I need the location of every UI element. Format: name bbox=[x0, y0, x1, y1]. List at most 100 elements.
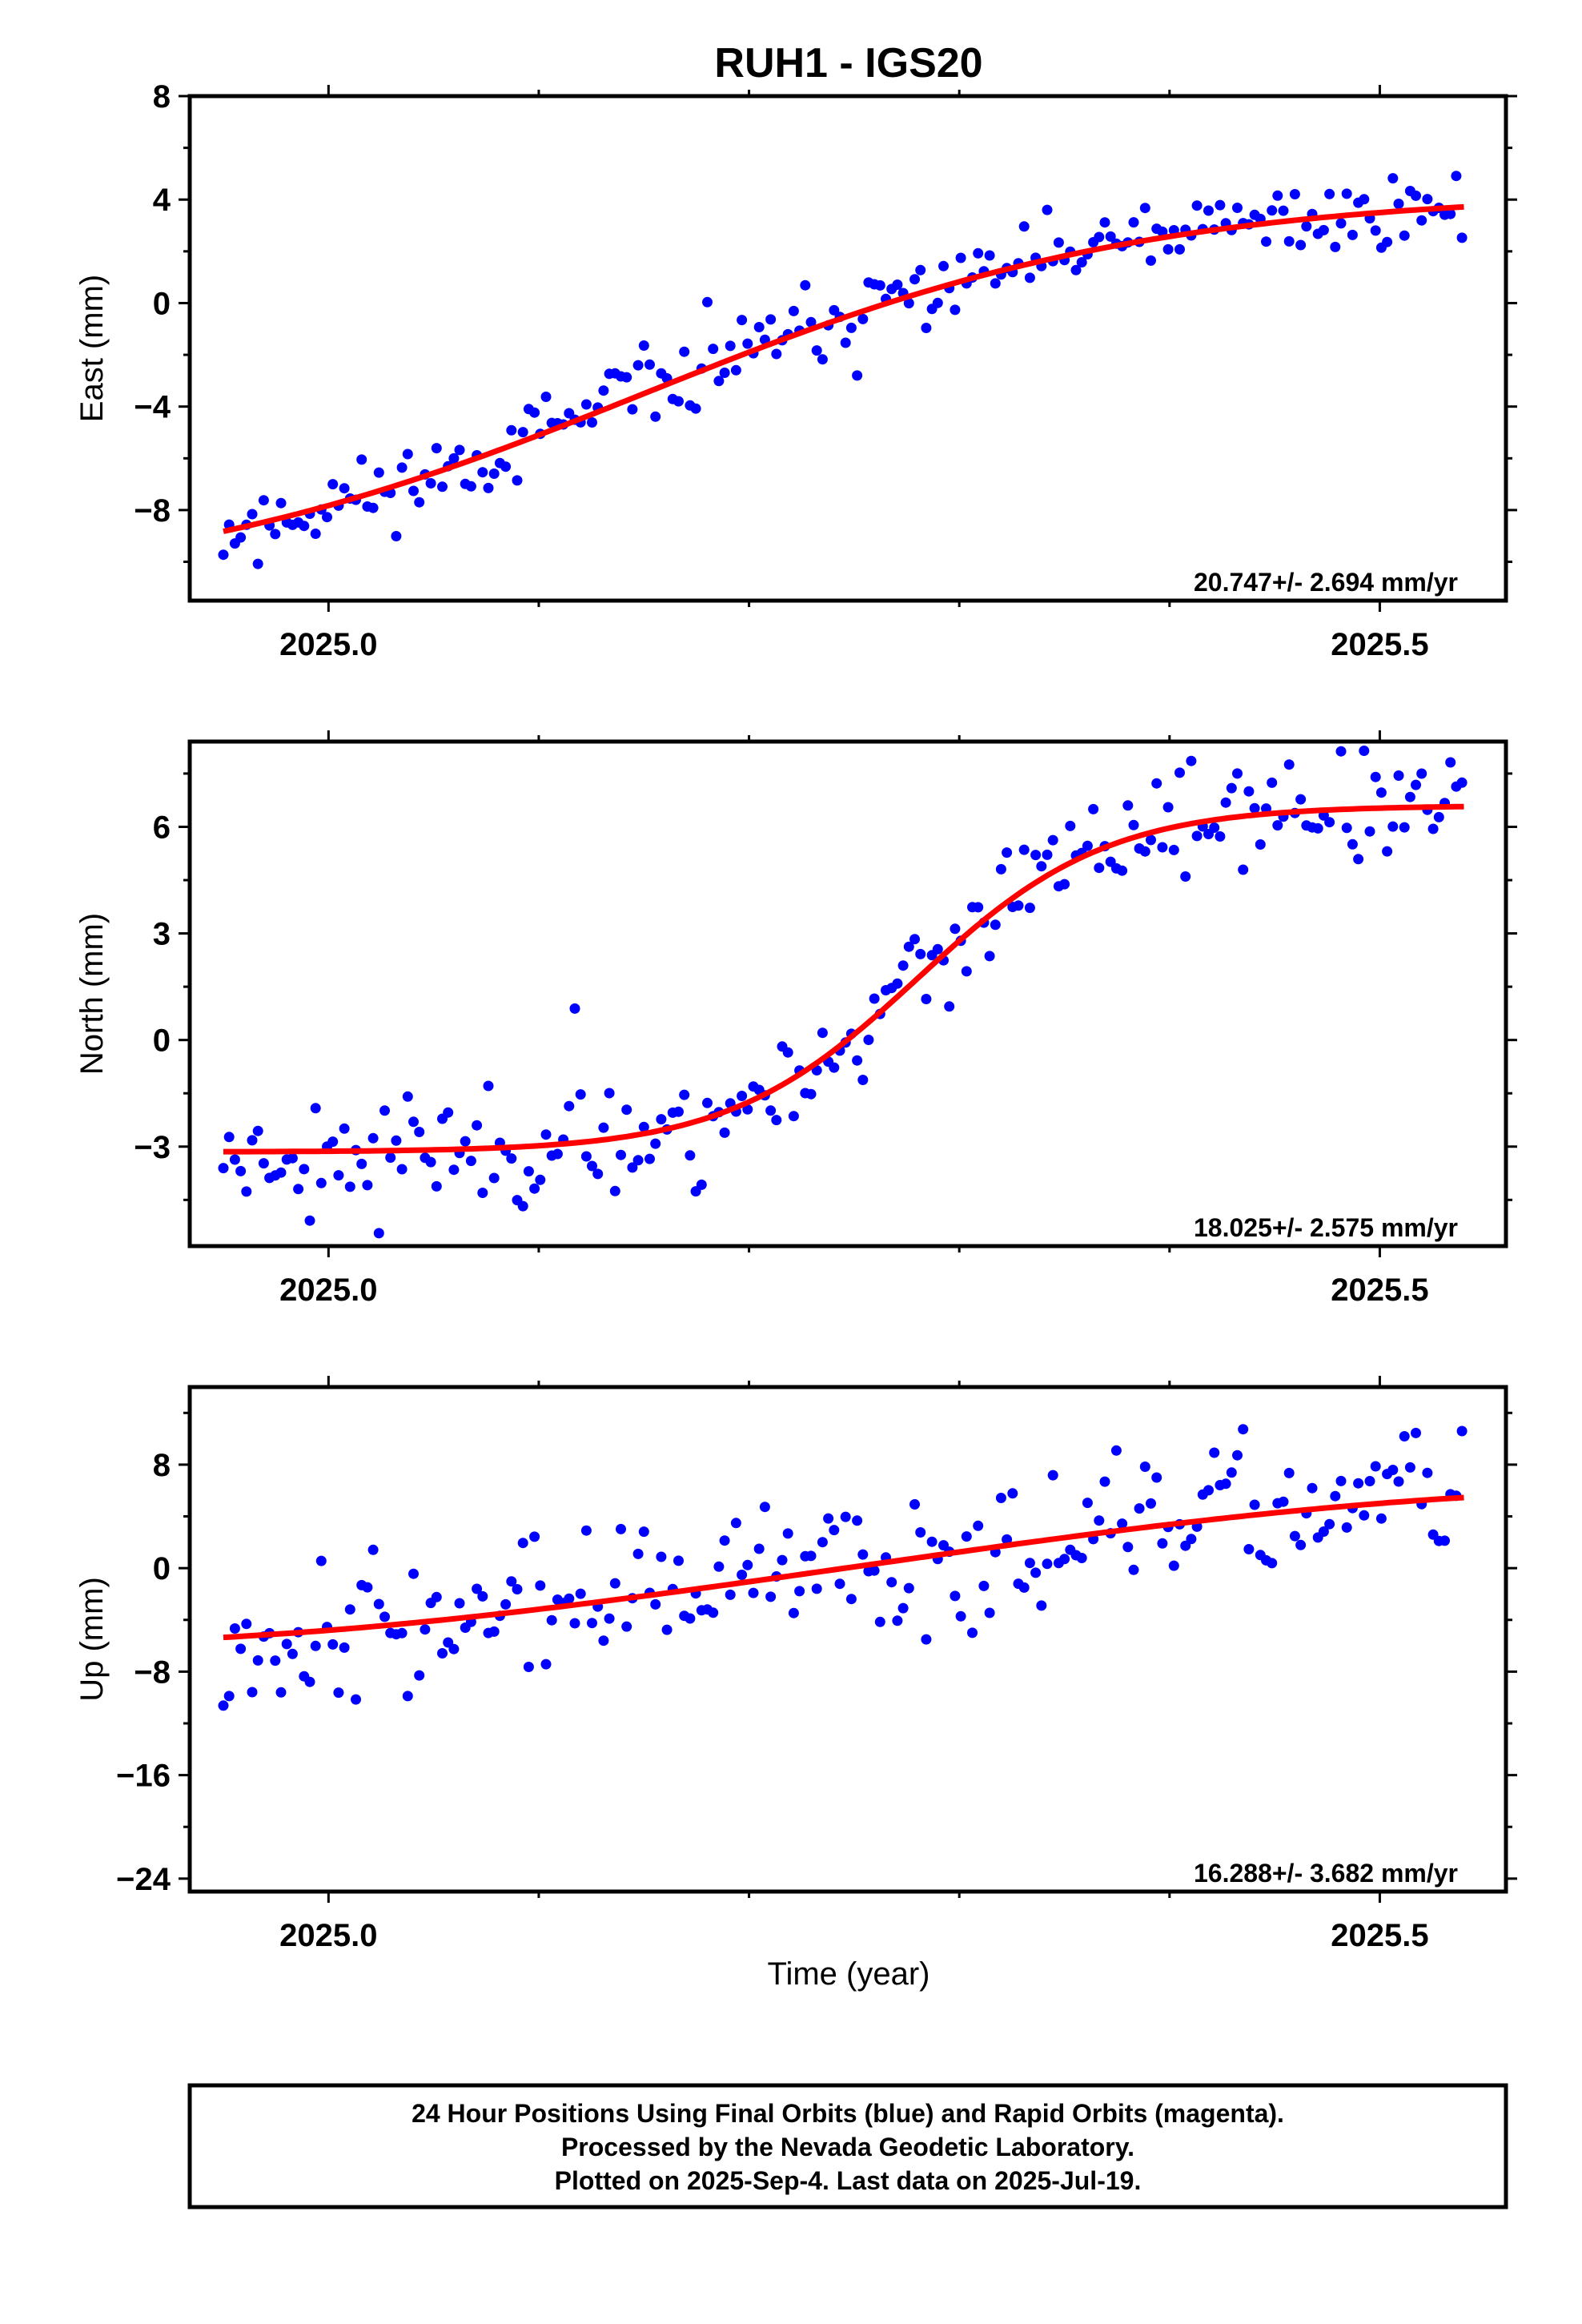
data-point bbox=[909, 274, 920, 285]
data-point bbox=[1139, 846, 1150, 857]
data-point bbox=[1128, 819, 1139, 830]
data-point bbox=[1180, 871, 1191, 882]
data-point bbox=[1439, 1535, 1450, 1546]
y-tick-label: 6 bbox=[153, 810, 171, 845]
data-point bbox=[529, 1183, 540, 1194]
data-point bbox=[604, 1613, 615, 1624]
data-point bbox=[1278, 1496, 1289, 1507]
data-point bbox=[1151, 778, 1162, 789]
data-point bbox=[811, 1583, 822, 1594]
data-point bbox=[1335, 218, 1347, 229]
data-point bbox=[1347, 229, 1358, 240]
data-point bbox=[978, 1580, 990, 1591]
data-point bbox=[310, 529, 321, 539]
data-point bbox=[506, 424, 517, 436]
data-point bbox=[961, 966, 972, 977]
data-point bbox=[575, 1089, 586, 1100]
data-point bbox=[367, 502, 379, 513]
data-point bbox=[362, 1180, 373, 1191]
data-point bbox=[287, 1648, 298, 1659]
x-tick-label: 2025.5 bbox=[1331, 1273, 1428, 1308]
data-point bbox=[817, 1537, 828, 1548]
footer-line-3: Plotted on 2025-Sep-4. Last data on 2025… bbox=[555, 2166, 1142, 2195]
data-point bbox=[1209, 822, 1220, 833]
data-point bbox=[921, 1634, 932, 1645]
data-point bbox=[713, 376, 725, 387]
data-point bbox=[569, 1003, 580, 1014]
data-point bbox=[984, 1607, 995, 1618]
data-point bbox=[344, 1604, 355, 1615]
data-point bbox=[1099, 1476, 1110, 1487]
data-point bbox=[903, 941, 914, 952]
data-point bbox=[1030, 1567, 1042, 1578]
data-point bbox=[1272, 190, 1283, 201]
data-point bbox=[437, 481, 448, 493]
data-point bbox=[252, 1655, 263, 1666]
data-point bbox=[535, 1174, 546, 1185]
data-point bbox=[448, 1164, 460, 1176]
data-point bbox=[719, 368, 730, 378]
data-point bbox=[529, 407, 540, 418]
data-point bbox=[1370, 1461, 1381, 1472]
data-point bbox=[852, 1055, 863, 1066]
data-point bbox=[1335, 1475, 1347, 1486]
y-axis-title-east: East (mm) bbox=[74, 275, 110, 422]
data-point bbox=[546, 1614, 557, 1626]
data-point bbox=[1243, 786, 1255, 797]
data-point bbox=[869, 1565, 880, 1576]
data-points-north bbox=[218, 746, 1468, 1239]
data-point bbox=[679, 346, 690, 357]
data-point bbox=[1393, 1476, 1404, 1487]
x-tick-label: 2025.5 bbox=[1331, 627, 1428, 662]
data-point bbox=[1393, 199, 1404, 209]
data-point bbox=[540, 1129, 552, 1140]
data-point bbox=[327, 1136, 339, 1148]
data-point bbox=[661, 1624, 673, 1635]
data-point bbox=[402, 1691, 413, 1702]
data-point bbox=[1353, 854, 1364, 865]
data-point bbox=[990, 278, 1001, 289]
data-point bbox=[719, 1535, 730, 1546]
data-point bbox=[944, 1001, 955, 1012]
data-point bbox=[327, 1638, 339, 1650]
data-point bbox=[1036, 1600, 1047, 1611]
data-point bbox=[322, 512, 332, 523]
data-point bbox=[333, 1687, 344, 1699]
data-point bbox=[1099, 217, 1110, 228]
data-point bbox=[805, 316, 817, 328]
data-point bbox=[241, 1618, 252, 1630]
data-point bbox=[725, 340, 736, 352]
data-point bbox=[604, 1088, 615, 1099]
data-point bbox=[1128, 217, 1139, 228]
data-point bbox=[915, 948, 926, 959]
data-point bbox=[587, 1160, 597, 1172]
data-point bbox=[973, 247, 984, 259]
data-point bbox=[373, 1598, 384, 1610]
data-point bbox=[223, 1691, 235, 1702]
data-point bbox=[1289, 189, 1300, 199]
data-point bbox=[938, 260, 949, 271]
data-point bbox=[1168, 1560, 1179, 1571]
data-point bbox=[805, 1088, 817, 1100]
data-point bbox=[1359, 746, 1370, 756]
data-point bbox=[995, 1493, 1006, 1503]
data-point bbox=[1255, 839, 1266, 850]
trend-curve-north bbox=[223, 803, 1464, 1155]
data-point bbox=[1364, 1476, 1375, 1486]
data-point bbox=[915, 1527, 926, 1538]
x-axis-title: Time (year) bbox=[768, 1956, 930, 1992]
data-point bbox=[627, 1162, 638, 1173]
data-point bbox=[1416, 215, 1427, 226]
data-point bbox=[414, 1127, 425, 1137]
data-point bbox=[1174, 767, 1185, 778]
data-point bbox=[863, 1035, 874, 1045]
data-point bbox=[1404, 791, 1415, 802]
y-tick-label: 3 bbox=[153, 917, 171, 952]
data-point bbox=[512, 1584, 523, 1594]
data-point bbox=[903, 1582, 914, 1594]
data-point bbox=[281, 1638, 292, 1650]
data-point bbox=[235, 1643, 247, 1655]
data-point bbox=[1220, 797, 1231, 808]
y-tick-label: −24 bbox=[116, 1862, 171, 1897]
data-point bbox=[817, 354, 828, 365]
